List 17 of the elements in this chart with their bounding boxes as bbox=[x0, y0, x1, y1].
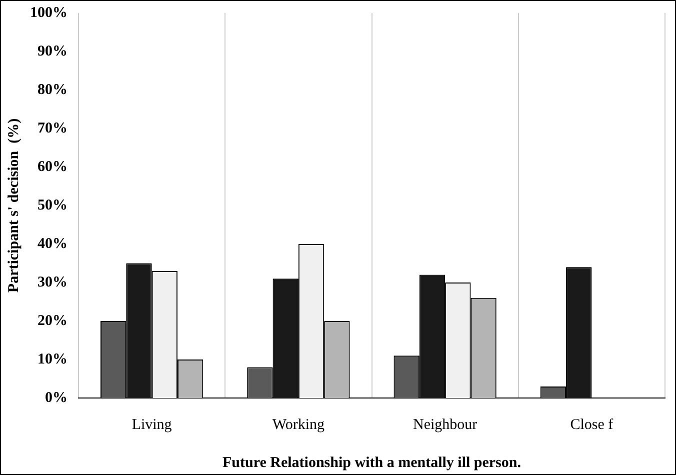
y-tick-label: 30% bbox=[38, 274, 68, 290]
x-axis-title: Future Relationship with a mentally ill person. bbox=[222, 454, 522, 471]
y-tick-label: 0% bbox=[45, 390, 68, 406]
y-tick-label: 100% bbox=[30, 4, 68, 21]
y-tick-label: 10% bbox=[38, 351, 68, 368]
y-tick-label: 40% bbox=[38, 236, 68, 252]
y-tick-label: 80% bbox=[38, 82, 68, 98]
x-tick-label: Neighbour bbox=[412, 416, 478, 433]
y-tick-label: 70% bbox=[38, 120, 68, 136]
x-tick-label: Living bbox=[132, 416, 172, 433]
y-tick-label: 60% bbox=[38, 158, 68, 175]
x-tick-label: Working bbox=[272, 416, 325, 433]
x-tick-label: Close f bbox=[570, 416, 614, 433]
y-tick-label: 20% bbox=[38, 312, 68, 329]
y-axis-title: Participant s' decision (%) bbox=[6, 118, 22, 293]
y-tick-label: 90% bbox=[38, 43, 68, 60]
y-tick-label: 50% bbox=[38, 197, 68, 214]
